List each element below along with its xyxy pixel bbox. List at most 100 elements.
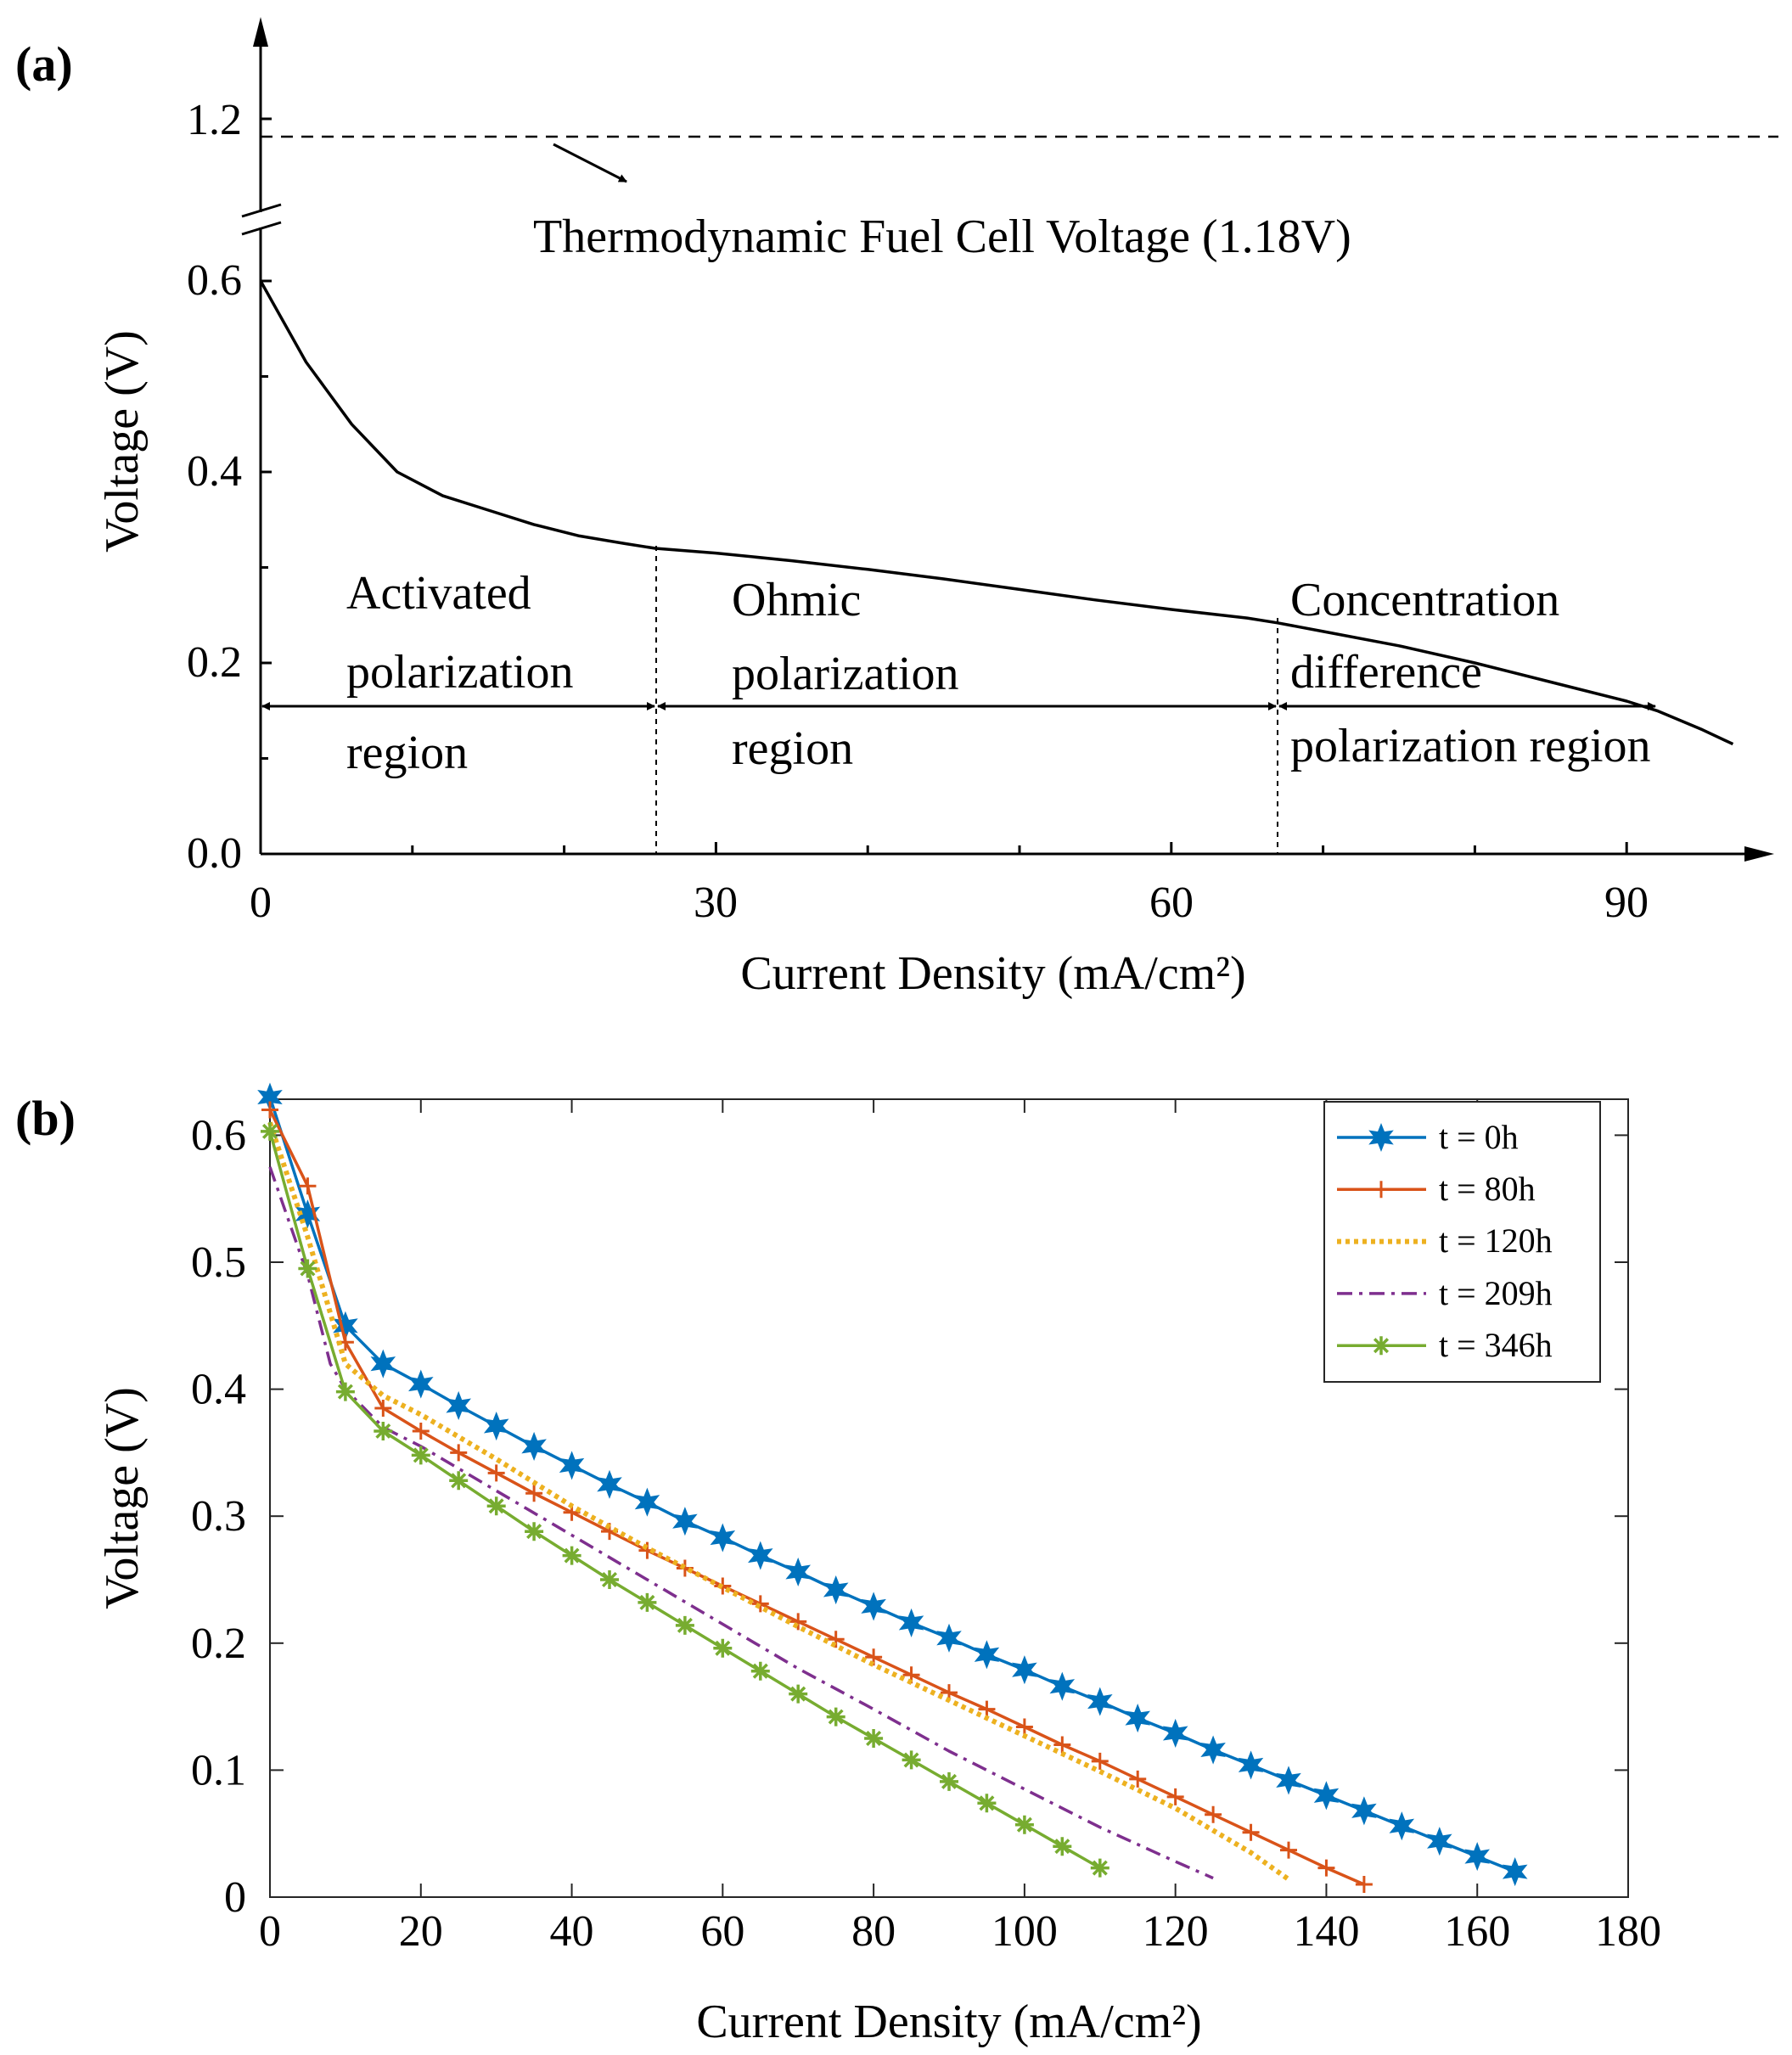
panel-b-data-point bbox=[295, 1199, 321, 1229]
panel-b-data-point bbox=[1238, 1750, 1264, 1780]
panel-b-xtick-label: 140 bbox=[1293, 1907, 1359, 1956]
panel-a-annotation-arrow bbox=[553, 143, 627, 183]
panel-b-xtick-label: 120 bbox=[1143, 1907, 1209, 1956]
panel-b-ytick-label: 0.6 bbox=[191, 1111, 246, 1159]
panel-b-legend-label: t = 346h bbox=[1439, 1326, 1553, 1364]
panel-a-xtick-label: 90 bbox=[1604, 879, 1649, 927]
panel-b-data-point bbox=[261, 1101, 278, 1119]
panel-b-legend-marker bbox=[1368, 1122, 1394, 1153]
panel-b-data-point bbox=[411, 1446, 430, 1465]
panel-a-ytick-label: 1.2 bbox=[187, 96, 242, 144]
panel-b-data-point bbox=[450, 1444, 468, 1462]
panel-b-legend-label: t = 80h bbox=[1439, 1170, 1536, 1208]
panel-a-region-label-concentration: difference bbox=[1290, 646, 1482, 699]
panel-b-data-point bbox=[1427, 1827, 1452, 1856]
panel-a-polarization-curve bbox=[259, 280, 1734, 746]
panel-b-plot-frame bbox=[269, 1098, 1629, 1898]
panel-b-data-point bbox=[562, 1546, 581, 1565]
panel-b-data-point bbox=[1389, 1811, 1415, 1841]
panel-b-data-point bbox=[374, 1422, 393, 1440]
panel-b-data-point bbox=[898, 1608, 924, 1637]
panel-b-legend-marker bbox=[1373, 1181, 1390, 1199]
panel-b-legend-box bbox=[1323, 1101, 1601, 1383]
panel-b-label: (b) bbox=[15, 1091, 76, 1146]
panel-b-legend-label: t = 120h bbox=[1439, 1221, 1553, 1260]
panel-b-data-point bbox=[751, 1595, 769, 1613]
panel-a-region-label-activated: region bbox=[346, 727, 468, 779]
panel-b-series-line bbox=[268, 1109, 1365, 1886]
panel-b-legend-marker bbox=[1372, 1336, 1390, 1356]
panel-b-data-point bbox=[823, 1575, 849, 1605]
panel-a-region-label-concentration: polarization region bbox=[1290, 720, 1651, 772]
panel-b-data-point bbox=[486, 1496, 506, 1516]
panel-b-data-point bbox=[370, 1349, 396, 1378]
panel-b-data-point bbox=[1317, 1859, 1335, 1877]
panel-b-xtick-label: 160 bbox=[1444, 1907, 1510, 1956]
panel-a-ytick-label: 0.2 bbox=[187, 638, 242, 687]
panel-b-data-point bbox=[1053, 1736, 1071, 1754]
panel-b-data-point bbox=[1205, 1805, 1222, 1823]
panel-b-data-point bbox=[521, 1431, 547, 1461]
panel-b-data-point bbox=[672, 1507, 698, 1536]
panel-b-legend-label: t = 209h bbox=[1439, 1274, 1553, 1312]
panel-b-data-point bbox=[638, 1592, 657, 1612]
panel-a-y-axis-title: Voltage (V) bbox=[96, 330, 149, 553]
panel-b-y-axis-title: Voltage (V) bbox=[96, 1387, 149, 1609]
panel-a-region-label-ohmic: region bbox=[732, 722, 853, 775]
panel-b-data-point bbox=[710, 1523, 736, 1552]
panel-b-data-point bbox=[675, 1615, 694, 1635]
panel-b-data-point bbox=[597, 1469, 622, 1499]
panel-b-data-point bbox=[861, 1592, 886, 1621]
panel-b-data-point bbox=[559, 1451, 585, 1480]
panel-b-data-point bbox=[335, 1382, 355, 1401]
panel-b-ytick-label: 0.2 bbox=[191, 1620, 246, 1668]
panel-b-data-point bbox=[446, 1390, 471, 1421]
panel-b-data-point bbox=[748, 1541, 773, 1570]
panel-b-data-point bbox=[1015, 1718, 1033, 1736]
panel-a-xtick-label: 30 bbox=[694, 879, 738, 927]
panel-b-series-t120h bbox=[267, 1121, 1290, 1882]
panel-b-data-point bbox=[1200, 1735, 1226, 1765]
panel-b-ytick-label: 0.3 bbox=[191, 1492, 246, 1541]
panel-b-series-t209h bbox=[268, 1166, 1214, 1880]
panel-b-data-point bbox=[1351, 1796, 1377, 1826]
panel-a-thermodynamic-voltage-annotation: Thermodynamic Fuel Cell Voltage (1.18V) bbox=[533, 211, 1351, 263]
panel-b-data-point bbox=[1012, 1655, 1037, 1685]
panel-b-series-line bbox=[267, 1121, 1290, 1882]
panel-b-data-point bbox=[974, 1640, 1000, 1670]
panel-b-data-point bbox=[1276, 1766, 1301, 1795]
panel-b-series-line bbox=[268, 1166, 1214, 1880]
panel-b-data-point bbox=[1087, 1687, 1113, 1716]
panel-b-ytick-label: 0.1 bbox=[191, 1746, 246, 1794]
panel-b-data-point bbox=[1166, 1788, 1184, 1805]
panel-b-data-point bbox=[1355, 1876, 1373, 1894]
panel-b-data-point bbox=[864, 1729, 884, 1748]
panel-b-data-point bbox=[261, 1121, 279, 1141]
panel-b-ytick-label: 0.4 bbox=[191, 1366, 246, 1414]
panel-b-data-point bbox=[977, 1794, 997, 1813]
panel-a-region-label-ohmic: Ohmic bbox=[732, 574, 861, 626]
panel-b-data-point bbox=[1053, 1837, 1072, 1856]
panel-a-ytick-label: 0.4 bbox=[187, 447, 242, 496]
panel-a-axis-break-mark-1 bbox=[241, 203, 282, 218]
panel-b-series-t80h bbox=[261, 1101, 1373, 1894]
panel-b-data-point bbox=[936, 1623, 962, 1653]
panel-b-series-t346h bbox=[261, 1121, 1109, 1878]
panel-a-chart: (a) 1.2 0.6 0.4 0.2 0.0 0 30 60 90 Curre… bbox=[15, 17, 1778, 1000]
panel-b-data-point bbox=[412, 1422, 430, 1440]
panel-b-xtick-label: 60 bbox=[700, 1907, 744, 1956]
panel-b-data-point bbox=[1162, 1718, 1188, 1749]
panel-b-data-point bbox=[1090, 1858, 1109, 1878]
panel-b-data-point bbox=[487, 1464, 505, 1482]
panel-b-x-axis-title: Current Density (mA/cm²) bbox=[696, 1996, 1201, 2048]
panel-b-xtick-label: 80 bbox=[851, 1907, 896, 1956]
panel-a-label: (a) bbox=[15, 36, 73, 92]
panel-b-xtick-label: 40 bbox=[550, 1907, 594, 1956]
panel-b-data-point bbox=[1313, 1781, 1340, 1811]
panel-b-data-point bbox=[750, 1661, 770, 1681]
panel-b-xtick-label: 0 bbox=[259, 1907, 281, 1956]
panel-b-data-point bbox=[374, 1400, 392, 1418]
panel-b-data-point bbox=[827, 1631, 845, 1648]
panel-b-legend: t = 0h t = 80h t = 120h t = 209h t = 346… bbox=[1323, 1101, 1601, 1383]
